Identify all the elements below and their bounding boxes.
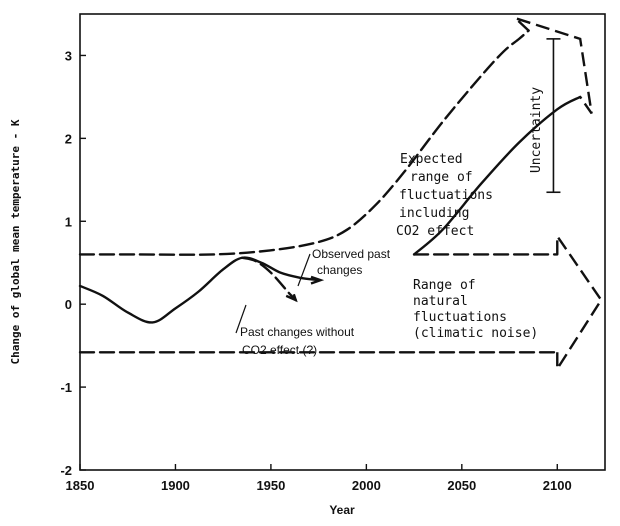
svg-text:Past changes without: Past changes without (240, 325, 355, 339)
y-tick-label: 1 (65, 214, 72, 229)
y-axis-title: Change of global mean temperature - K (9, 119, 22, 364)
svg-text:Range of: Range of (413, 278, 476, 293)
y-tick-label: 3 (65, 48, 72, 63)
svg-text:fluctuations: fluctuations (399, 188, 493, 203)
observed-line (78, 256, 320, 324)
plot-frame (79, 13, 606, 471)
x-tick-label: 1850 (66, 478, 95, 493)
x-axis-title: Year (329, 503, 355, 517)
svg-text:changes: changes (317, 263, 362, 277)
expected-upper-line (78, 29, 530, 256)
expected-lower-line (412, 95, 582, 256)
without-co2-pointer (235, 304, 247, 334)
uncertainty-bar (546, 38, 561, 194)
axis-ticks: 1850 1900 1950 2000 2050 2100 -2 -1 0 1 2 3 (60, 48, 571, 493)
x-tick-label: 1900 (161, 478, 190, 493)
svg-text:CO2 effect: CO2 effect (396, 224, 474, 239)
observed-pointer (297, 253, 311, 287)
svg-text:(climatic noise): (climatic noise) (413, 326, 538, 341)
y-tick-label: 2 (65, 131, 72, 146)
expected-range-label: Expected range of fluctuations including… (396, 152, 493, 239)
series-layer (78, 29, 582, 354)
x-tick-label: 2050 (447, 478, 476, 493)
y-tick-label: -1 (60, 380, 72, 395)
x-tick-label: 1950 (256, 478, 285, 493)
expected-arrowhead (514, 17, 593, 115)
svg-text:range of: range of (410, 170, 473, 185)
without-co2-label: Past changes without CO2 effect (?) (240, 325, 355, 357)
x-tick-label: 2000 (352, 478, 381, 493)
y-tick-label: 0 (65, 297, 72, 312)
svg-text:CO2 effect (?): CO2 effect (?) (242, 343, 317, 357)
svg-text:natural: natural (413, 294, 468, 309)
observed-arrowhead (310, 275, 325, 285)
x-tick-label: 2100 (543, 478, 572, 493)
without-co2-arrowhead (285, 293, 298, 303)
natural-range-label: Range of natural fluctuations (climatic … (413, 278, 538, 341)
observed-label: Observed past changes (312, 247, 391, 277)
without-co2-line (241, 256, 297, 302)
arrowheads (285, 17, 603, 373)
svg-text:Expected: Expected (400, 152, 463, 167)
uncertainty-label: Uncertainty (529, 87, 544, 173)
y-tick-label: -2 (60, 463, 72, 478)
svg-text:including: including (399, 206, 469, 221)
svg-text:Observed past: Observed past (312, 247, 391, 261)
svg-text:fluctuations: fluctuations (413, 310, 507, 325)
natural-arrowhead (556, 232, 603, 373)
